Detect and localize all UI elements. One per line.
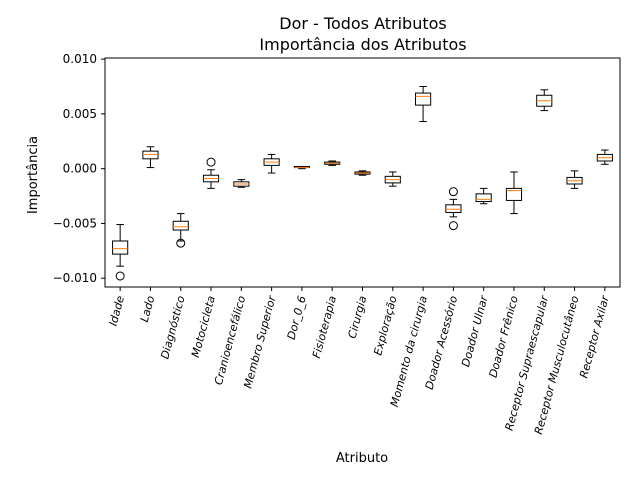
iqr-box [445, 204, 462, 213]
box-receptor-musculocut-neo [566, 170, 583, 189]
iqr-box [172, 220, 189, 231]
y-axis-label: Importância [26, 136, 41, 214]
iqr-box [505, 187, 523, 201]
iqr-box [475, 193, 492, 203]
iqr-box [415, 92, 432, 106]
box-membro-superior [263, 153, 280, 174]
y-tick-label: 0.000 [63, 162, 97, 176]
box-doador-acess-rio [445, 187, 462, 231]
box-dor-0-6 [293, 165, 310, 170]
box-diagn-stico [172, 213, 189, 248]
box-receptor-axilar [596, 149, 613, 165]
outlier-point [448, 187, 458, 197]
box-receptor-supraescapular [536, 89, 553, 112]
x-axis-label: Atributo [336, 451, 388, 466]
box-explora-o [384, 171, 401, 187]
chart-title-line1: Dor - Todos Atributos [279, 14, 447, 33]
box-doador-ulnar [475, 187, 492, 205]
outlier-point [115, 271, 125, 281]
y-tick-label: −0.005 [53, 216, 97, 230]
outlier-point [448, 221, 458, 231]
outlier-point [176, 238, 186, 248]
chart-title-line2: Importância dos Atributos [259, 35, 466, 54]
box-idade [112, 224, 129, 281]
box-fisioterapia [324, 160, 341, 166]
axes-frame [104, 57, 621, 288]
iqr-box [142, 150, 159, 160]
y-tick-label: 0.005 [63, 107, 97, 121]
y-tick-label: −0.010 [53, 271, 97, 285]
box-doador-fr-nico [505, 171, 523, 215]
iqr-box [112, 240, 129, 255]
y-tick-label: 0.010 [63, 52, 97, 66]
box-momento-da-cirurgia [415, 85, 432, 123]
box-lado [142, 146, 159, 169]
outlier-point [206, 157, 216, 167]
box-cirurgia [354, 170, 371, 176]
box-motocicleta [202, 157, 220, 189]
box-cranioencef-lico [233, 179, 250, 188]
